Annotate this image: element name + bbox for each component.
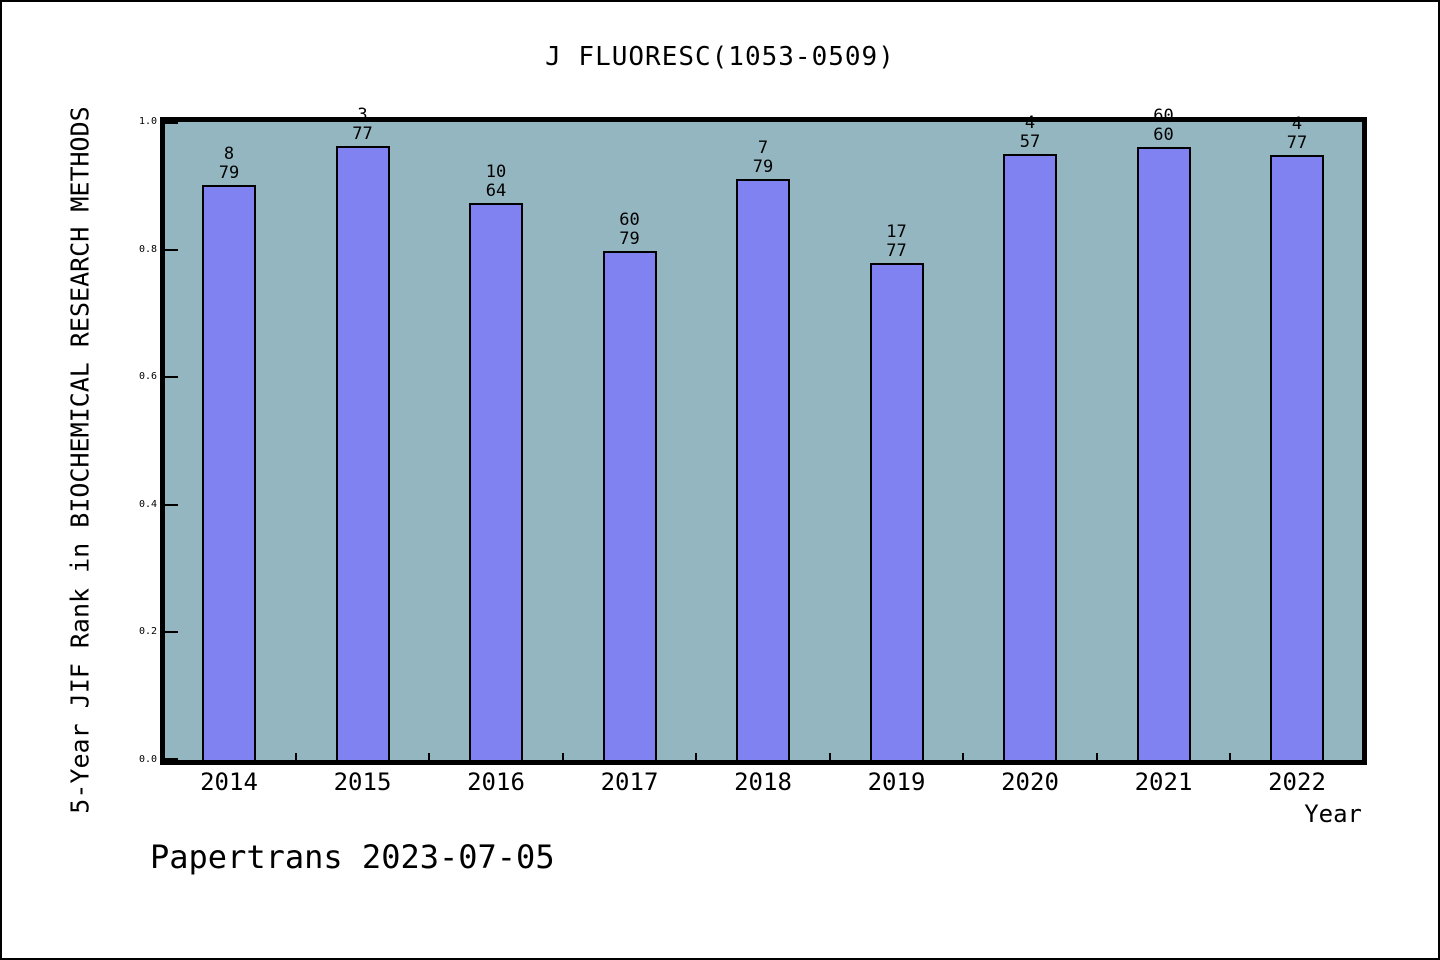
bar-annotation-2018: 7 79 xyxy=(752,138,774,177)
x-minor-tick xyxy=(294,753,297,760)
bar-2015 xyxy=(335,146,390,760)
y-tick-label-0.6: 0.6 xyxy=(138,371,157,382)
bar-annotation-2019: 17 77 xyxy=(886,222,907,261)
x-minor-tick xyxy=(428,753,431,760)
y-tick-mark xyxy=(165,122,178,124)
x-tick-label-2017: 2017 xyxy=(600,768,659,796)
x-minor-tick xyxy=(962,753,965,760)
y-tick-mark xyxy=(165,376,178,378)
x-minor-tick xyxy=(695,753,698,760)
y-tick-label-0.8: 0.8 xyxy=(138,244,157,255)
bar-annotation-2020: 4 57 xyxy=(1019,113,1041,152)
x-tick-label-2015: 2015 xyxy=(333,768,392,796)
bar-2019 xyxy=(869,263,924,760)
bar-2016 xyxy=(469,203,523,760)
bar-2018 xyxy=(736,179,790,760)
x-minor-tick xyxy=(1229,753,1232,760)
bar-annotation-2017: 60 79 xyxy=(619,210,640,249)
x-minor-tick xyxy=(561,753,564,760)
bar-2014 xyxy=(202,185,256,760)
x-tick-label-2018: 2018 xyxy=(734,768,792,796)
watermark-text: Papertrans 2023-07-05 xyxy=(150,838,555,876)
x-tick-label-2014: 2014 xyxy=(200,768,258,796)
y-tick-label-1.0: 1.0 xyxy=(138,116,157,127)
bar-annotation-2014: 8 79 xyxy=(218,144,240,183)
y-tick-label-0.0: 0.0 xyxy=(138,754,157,765)
chart-title: J FLUORESC(1053-0509) xyxy=(545,42,895,72)
x-tick-label-2020: 2020 xyxy=(1001,768,1059,796)
x-axis-label: Year xyxy=(1304,800,1362,828)
y-tick-mark xyxy=(165,504,178,506)
y-tick-mark xyxy=(165,758,178,760)
x-tick-label-2022: 2022 xyxy=(1268,768,1326,796)
y-tick-label-0.4: 0.4 xyxy=(138,499,157,510)
bar-annotation-2022: 4 77 xyxy=(1286,114,1308,153)
x-tick-label-2019: 2019 xyxy=(867,768,926,796)
bar-annotation-2015: 3 77 xyxy=(352,105,373,144)
bar-2020 xyxy=(1003,154,1057,760)
y-tick-label-0.2: 0.2 xyxy=(138,626,157,637)
plot-area: 8 79 3 77 10 64 60 79 7 79 17 77 4 57 60 60 4 77 xyxy=(165,106,1362,760)
x-minor-tick xyxy=(1095,753,1098,760)
bar-2022 xyxy=(1270,155,1324,760)
bar-2017 xyxy=(602,251,657,760)
bar-2021 xyxy=(1136,147,1191,760)
y-tick-mark xyxy=(165,631,178,633)
bar-annotation-2016: 10 64 xyxy=(485,162,507,201)
x-tick-label-2016: 2016 xyxy=(467,768,525,796)
x-minor-tick xyxy=(828,753,831,760)
bar-annotation-2021: 60 60 xyxy=(1153,106,1174,145)
y-tick-mark xyxy=(165,249,178,251)
x-tick-label-2021: 2021 xyxy=(1134,768,1193,796)
y-axis-label: 5-Year JIF Rank in BIOCHEMICAL RESEARCH … xyxy=(65,106,95,814)
